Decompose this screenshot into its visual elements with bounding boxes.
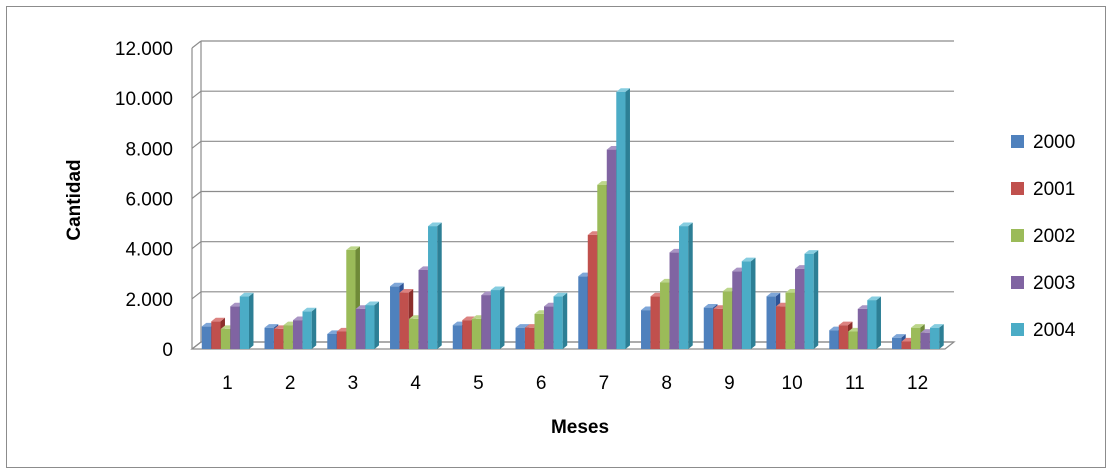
x-tick-label: 9	[724, 373, 735, 394]
legend-item-2002: 2002	[1011, 226, 1075, 247]
legend-label: 2001	[1033, 179, 1075, 200]
legend-item-2001: 2001	[1011, 179, 1075, 200]
gridline-depth-2	[191, 241, 202, 250]
bar-2004-3	[365, 301, 379, 349]
y-tick-label: 2.000	[125, 290, 173, 311]
x-tick-label: 12	[907, 373, 928, 394]
legend-swatch	[1011, 229, 1024, 242]
bar-2004-7	[616, 88, 630, 349]
legend-item-2004: 2004	[1011, 320, 1076, 341]
x-tick-label: 7	[599, 373, 610, 394]
bar-2004-5	[490, 286, 505, 349]
legend-label: 2004	[1033, 320, 1076, 341]
gridlines	[190, 40, 956, 350]
x-tick-label: 10	[782, 373, 803, 394]
x-axis-title: Meses	[551, 417, 609, 438]
legend-item-2000: 2000	[1011, 132, 1075, 153]
gridline-depth-6	[191, 40, 202, 49]
legend-label: 2003	[1033, 273, 1075, 294]
x-tick-label: 8	[661, 373, 672, 394]
y-tick-label: 10.000	[115, 89, 173, 110]
bar-2004-11	[867, 296, 881, 349]
legend-label: 2000	[1033, 132, 1075, 153]
floor	[190, 341, 956, 350]
x-tick-label: 11	[845, 373, 865, 394]
x-tick-label: 5	[473, 373, 484, 394]
legend-swatch	[1011, 323, 1024, 336]
bar-2004-9	[741, 257, 756, 349]
y-axis-ticks: 0 2.000 4.000 6.000 8.000 10.000 12.000	[115, 39, 173, 361]
chart-frame	[6, 6, 1106, 468]
bar-2004-2	[302, 307, 317, 349]
y-tick-label: 0	[162, 340, 173, 361]
y-tick-label: 8.000	[125, 139, 173, 160]
x-tick-label: 6	[536, 373, 547, 394]
y-tick-label: 12.000	[115, 39, 173, 60]
x-axis-ticks: 1 2 3 4 5 6 7 8 9 10 11 12	[222, 373, 928, 394]
bar-2004-4	[428, 222, 442, 349]
legend-label: 2002	[1033, 226, 1075, 247]
bar-2004-8	[679, 222, 693, 349]
bar-2004-6	[553, 292, 568, 349]
bar-2004-1	[239, 292, 254, 349]
y-tick-label: 6.000	[125, 190, 173, 211]
legend-item-2003: 2003	[1011, 273, 1075, 294]
legend-swatch	[1011, 182, 1024, 195]
legend-swatch	[1011, 276, 1024, 289]
gridline-depth-1	[191, 291, 202, 300]
x-tick-label: 1	[222, 373, 233, 394]
legend: 2000 2001 2002 2003 2004	[1011, 132, 1076, 341]
gridline-depth-4	[191, 140, 202, 149]
y-tick-label: 4.000	[125, 240, 173, 261]
bars	[201, 88, 944, 349]
x-tick-label: 4	[410, 373, 421, 394]
legend-swatch	[1011, 135, 1024, 148]
x-tick-label: 2	[285, 373, 296, 394]
bar-2004-10	[804, 250, 819, 349]
gridline-depth-5	[191, 90, 202, 99]
y-axis-title: Cantidad	[64, 159, 85, 240]
gridline-depth-3	[191, 191, 202, 199]
x-tick-label: 3	[348, 373, 359, 394]
bar-2004-12	[930, 324, 944, 349]
